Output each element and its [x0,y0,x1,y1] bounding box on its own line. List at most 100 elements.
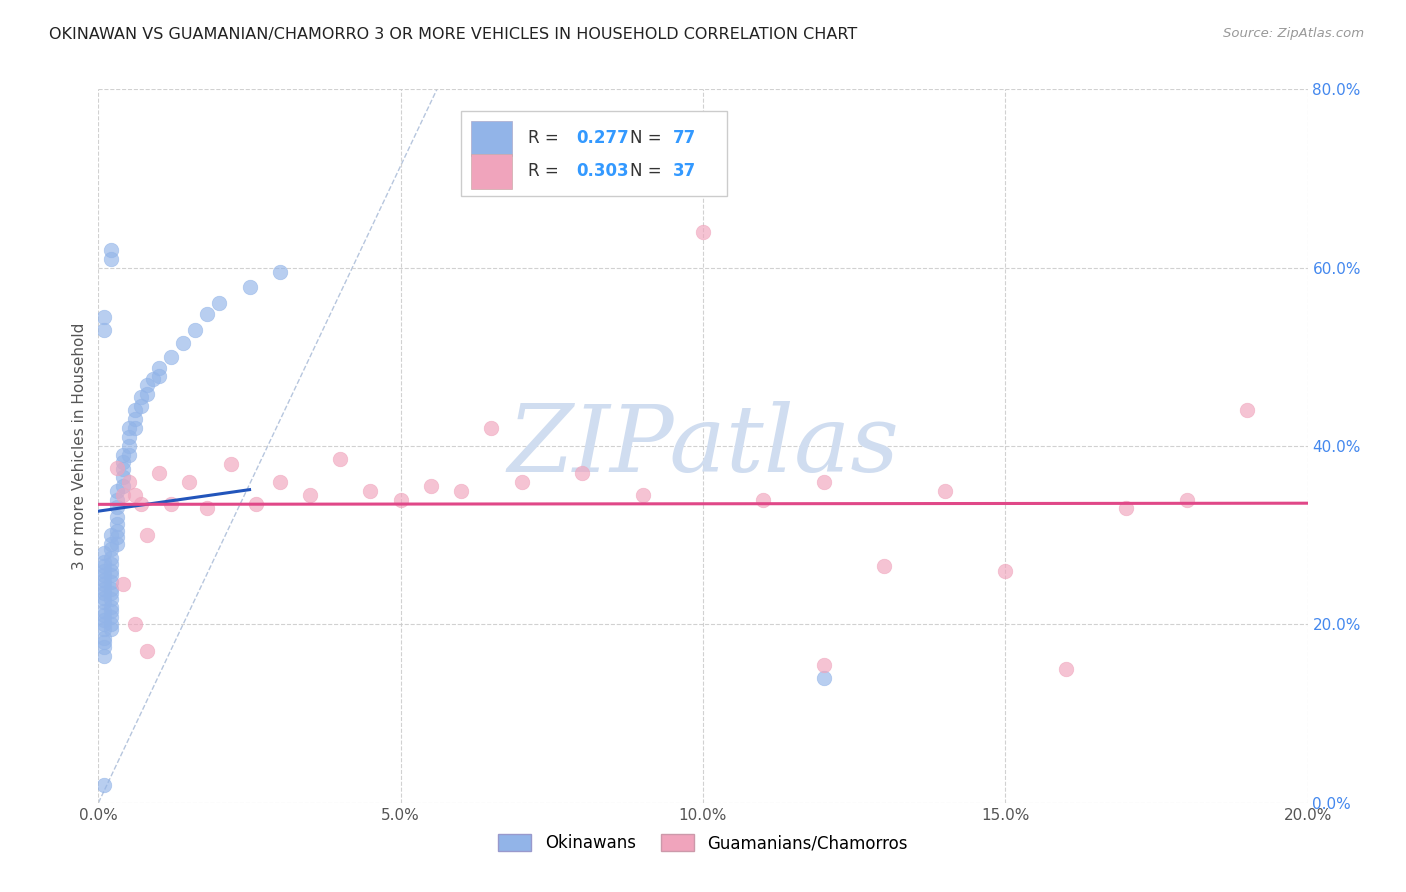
Point [208,296,231,310]
Point [93,648,115,663]
Point [93,555,115,569]
Point [329,452,352,467]
Point [813,657,835,672]
Point [111,455,134,469]
Text: 37: 37 [672,162,696,180]
Point [118,475,141,489]
Point [100,622,122,636]
Point [245,497,267,511]
Point [124,617,146,632]
Point [420,479,443,493]
Point [692,225,714,239]
Point [93,546,115,560]
Point [93,310,115,324]
Text: R =: R = [527,128,564,146]
Point [93,559,115,574]
Point [1054,662,1077,676]
Point [118,421,141,435]
Point [873,559,896,574]
Point [934,483,956,498]
Text: 0.277: 0.277 [576,128,628,146]
Point [135,644,157,658]
Text: 77: 77 [672,128,696,146]
Point [135,528,157,542]
Point [510,475,533,489]
Point [93,564,115,578]
Text: N =: N = [630,128,668,146]
Point [118,430,141,444]
Point [100,586,122,600]
Point [269,265,291,279]
Point [111,479,134,493]
Text: Source: ZipAtlas.com: Source: ZipAtlas.com [1223,27,1364,40]
Point [269,475,291,489]
Point [111,462,134,476]
Text: 0.303: 0.303 [576,162,628,180]
Point [100,564,122,578]
Point [129,390,152,404]
Point [135,387,157,401]
Point [111,577,134,591]
Point [100,557,122,571]
Point [124,403,146,417]
Point [105,461,128,475]
Point [93,778,115,792]
Point [111,470,134,484]
Point [100,592,122,607]
Point [93,613,115,627]
Point [100,574,122,589]
Point [111,488,134,502]
Point [105,500,128,514]
Point [160,350,183,364]
Point [124,412,146,426]
Point [93,604,115,618]
Point [1175,492,1198,507]
Point [994,564,1017,578]
Point [93,635,115,649]
Point [100,528,122,542]
Point [221,457,243,471]
Point [195,307,218,321]
FancyBboxPatch shape [461,111,727,196]
Point [105,530,128,544]
Point [111,448,134,462]
Point [100,568,122,582]
Point [105,524,128,538]
Point [100,243,122,257]
Point [184,323,207,337]
Y-axis label: 3 or more Vehicles in Household: 3 or more Vehicles in Household [72,322,87,570]
Point [631,488,654,502]
Point [360,483,382,498]
Point [160,497,183,511]
Point [389,492,412,507]
Point [813,671,835,685]
Point [124,421,146,435]
Point [129,399,152,413]
FancyBboxPatch shape [471,121,512,156]
Point [1236,403,1258,417]
Point [93,577,115,591]
Text: R =: R = [527,162,564,180]
Text: ZIPatlas: ZIPatlas [508,401,898,491]
Point [100,537,122,551]
Point [93,631,115,645]
Point [100,252,122,266]
Point [179,475,201,489]
Point [239,280,262,294]
Point [100,550,122,565]
Point [1115,501,1137,516]
Point [100,582,122,596]
Point [148,466,170,480]
Point [105,492,128,507]
Point [124,488,146,502]
Point [93,573,115,587]
Point [118,448,141,462]
Point [100,599,122,614]
Point [93,591,115,605]
Point [752,492,775,507]
Point [813,475,835,489]
Point [148,369,170,384]
Point [129,497,152,511]
Point [93,617,115,632]
Text: N =: N = [630,162,668,180]
